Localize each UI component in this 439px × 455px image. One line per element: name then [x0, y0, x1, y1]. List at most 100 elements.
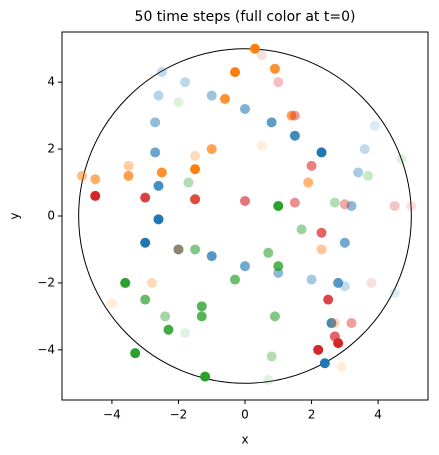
point [269, 63, 280, 74]
point [289, 110, 300, 121]
point [150, 117, 161, 128]
point [359, 144, 370, 155]
x-tick-label: 4 [374, 408, 382, 422]
point [396, 154, 407, 165]
point [326, 318, 337, 329]
point [313, 344, 324, 355]
y-tick-label: −2 [37, 275, 55, 289]
point [296, 224, 307, 235]
point [323, 294, 334, 305]
point [180, 328, 191, 339]
point [190, 150, 201, 161]
x-tick-label: 2 [308, 408, 316, 422]
point [183, 177, 194, 188]
x-tick-label: −4 [103, 408, 121, 422]
y-tick-label: 2 [47, 142, 55, 156]
point [316, 147, 327, 158]
point [200, 371, 211, 382]
point [156, 167, 167, 178]
plot-frame [61, 31, 429, 401]
point [153, 90, 164, 101]
point [273, 261, 284, 272]
point [76, 170, 87, 181]
point [180, 77, 191, 88]
point [266, 351, 277, 362]
point [363, 170, 374, 181]
point [306, 160, 317, 171]
point [353, 167, 364, 178]
point [329, 318, 340, 329]
point [249, 43, 260, 54]
point [346, 200, 357, 211]
point [289, 197, 300, 208]
point [140, 237, 151, 248]
point [256, 50, 267, 61]
boundary-circle [78, 48, 412, 384]
point [206, 251, 217, 262]
point [173, 97, 184, 108]
point [289, 130, 300, 141]
point [120, 277, 131, 288]
point [389, 200, 400, 211]
point [256, 140, 267, 151]
point [286, 110, 297, 121]
point [336, 361, 347, 372]
point [153, 180, 164, 191]
point [333, 277, 344, 288]
point [196, 301, 207, 312]
point [206, 90, 217, 101]
point [220, 93, 231, 104]
point [346, 318, 357, 329]
point [173, 244, 184, 255]
point [319, 358, 330, 369]
point [150, 147, 161, 158]
point [339, 237, 350, 248]
y-tick-label: −4 [37, 342, 55, 356]
x-tick-label: 0 [241, 408, 249, 422]
x-axis-label: x [241, 433, 248, 447]
point [369, 120, 380, 131]
point [329, 197, 340, 208]
point [240, 195, 250, 206]
point [190, 244, 201, 255]
point [173, 244, 184, 255]
point [329, 331, 340, 342]
point [190, 164, 201, 175]
point [230, 274, 241, 285]
point [263, 374, 274, 385]
point [316, 244, 327, 255]
point [146, 277, 157, 288]
point [106, 297, 117, 308]
y-tick-label: 0 [47, 209, 55, 223]
point [263, 247, 274, 258]
point [156, 67, 167, 78]
point [269, 311, 280, 322]
point [140, 294, 151, 305]
point [160, 311, 171, 322]
point [266, 117, 277, 128]
point [339, 199, 350, 210]
point [273, 77, 284, 88]
y-axis-label: y [8, 212, 22, 219]
point [366, 277, 377, 288]
chart-title: 50 time steps (full color at t=0) [135, 9, 356, 25]
point [153, 214, 164, 225]
point [156, 67, 167, 78]
point [230, 67, 241, 78]
point [306, 274, 317, 285]
point [190, 194, 201, 205]
point [240, 103, 250, 114]
point [123, 170, 134, 181]
point [140, 192, 151, 203]
point [90, 174, 101, 185]
point [196, 311, 207, 322]
point [123, 160, 134, 171]
point [240, 261, 250, 272]
x-tick-label: −2 [170, 408, 188, 422]
point [90, 190, 101, 201]
point [273, 200, 284, 211]
point [316, 227, 327, 238]
point [163, 324, 174, 335]
point [406, 200, 417, 211]
